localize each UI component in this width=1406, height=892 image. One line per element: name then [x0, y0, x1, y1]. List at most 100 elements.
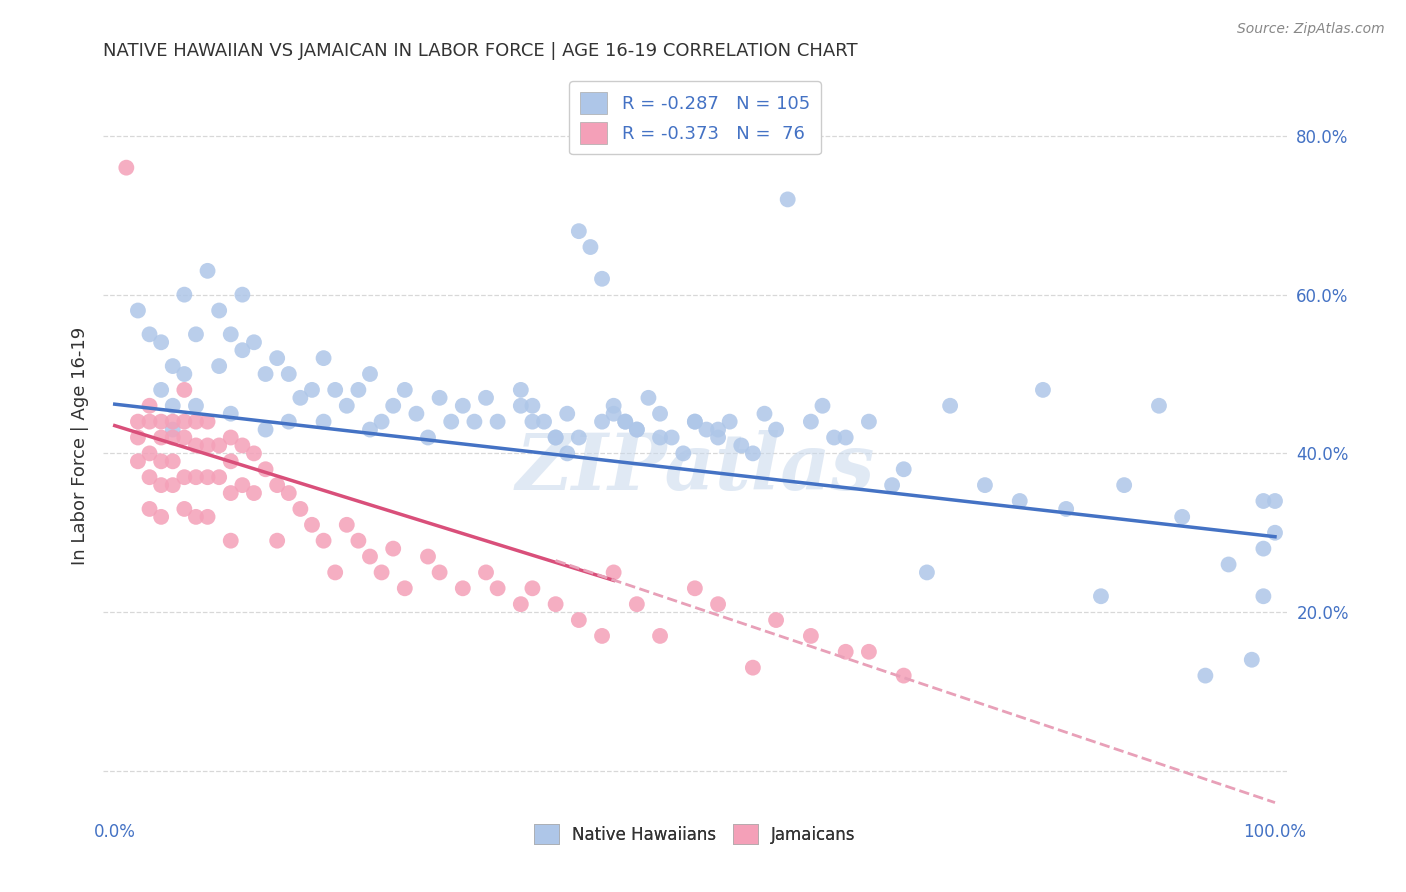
Point: [127, 303, 149, 318]
Point: [1054, 502, 1077, 516]
Point: [254, 367, 277, 381]
Point: [150, 430, 173, 444]
Point: [1264, 494, 1286, 508]
Point: [173, 430, 195, 444]
Point: [184, 438, 207, 452]
Point: [162, 359, 184, 373]
Point: [162, 399, 184, 413]
Point: [208, 438, 231, 452]
Point: [544, 597, 567, 611]
Point: [741, 446, 763, 460]
Point: [672, 446, 695, 460]
Point: [1194, 668, 1216, 682]
Point: [893, 668, 915, 682]
Point: [730, 438, 752, 452]
Point: [429, 566, 451, 580]
Point: [568, 613, 591, 627]
Point: [336, 399, 359, 413]
Point: [197, 509, 219, 524]
Point: [509, 399, 531, 413]
Point: [323, 383, 346, 397]
Point: [382, 399, 405, 413]
Point: [197, 264, 219, 278]
Point: [184, 327, 207, 342]
Point: [150, 335, 173, 350]
Point: [683, 582, 706, 596]
Point: [1253, 494, 1275, 508]
Point: [312, 415, 335, 429]
Point: [162, 430, 184, 444]
Point: [626, 423, 648, 437]
Point: [173, 415, 195, 429]
Point: [939, 399, 962, 413]
Point: [754, 407, 776, 421]
Point: [602, 566, 624, 580]
Point: [266, 478, 288, 492]
Point: [683, 415, 706, 429]
Point: [150, 454, 173, 468]
Y-axis label: In Labor Force | Age 16-19: In Labor Force | Age 16-19: [72, 326, 89, 565]
Point: [718, 415, 741, 429]
Point: [184, 399, 207, 413]
Point: [301, 383, 323, 397]
Point: [765, 613, 787, 627]
Point: [707, 423, 730, 437]
Point: [707, 430, 730, 444]
Point: [811, 399, 834, 413]
Text: NATIVE HAWAIIAN VS JAMAICAN IN LABOR FORCE | AGE 16-19 CORRELATION CHART: NATIVE HAWAIIAN VS JAMAICAN IN LABOR FOR…: [103, 42, 858, 60]
Point: [741, 661, 763, 675]
Point: [150, 383, 173, 397]
Point: [138, 327, 160, 342]
Point: [475, 566, 498, 580]
Point: [661, 430, 683, 444]
Point: [429, 391, 451, 405]
Point: [614, 415, 637, 429]
Point: [359, 423, 381, 437]
Point: [683, 415, 706, 429]
Point: [231, 478, 253, 492]
Point: [486, 415, 509, 429]
Point: [579, 240, 602, 254]
Point: [1218, 558, 1240, 572]
Point: [219, 533, 242, 548]
Point: [602, 407, 624, 421]
Point: [208, 359, 231, 373]
Point: [882, 478, 904, 492]
Point: [823, 430, 845, 444]
Point: [277, 367, 299, 381]
Point: [266, 351, 288, 366]
Point: [208, 303, 231, 318]
Point: [555, 446, 578, 460]
Point: [219, 454, 242, 468]
Point: [1147, 399, 1170, 413]
Point: [648, 407, 671, 421]
Point: [254, 423, 277, 437]
Point: [231, 343, 253, 358]
Point: [707, 597, 730, 611]
Point: [219, 486, 242, 500]
Point: [475, 391, 498, 405]
Point: [127, 454, 149, 468]
Point: [416, 430, 439, 444]
Point: [648, 629, 671, 643]
Point: [219, 327, 242, 342]
Point: [1240, 653, 1263, 667]
Point: [591, 415, 613, 429]
Point: [254, 462, 277, 476]
Point: [451, 582, 474, 596]
Point: [127, 430, 149, 444]
Point: [1090, 589, 1112, 603]
Legend: Native Hawaiians, Jamaicans: Native Hawaiians, Jamaicans: [527, 817, 862, 851]
Point: [231, 287, 253, 301]
Point: [197, 415, 219, 429]
Point: [347, 383, 370, 397]
Point: [138, 470, 160, 484]
Point: [173, 383, 195, 397]
Point: [138, 502, 160, 516]
Point: [533, 415, 555, 429]
Point: [416, 549, 439, 564]
Point: [290, 502, 312, 516]
Point: [522, 399, 544, 413]
Point: [858, 415, 880, 429]
Point: [637, 391, 659, 405]
